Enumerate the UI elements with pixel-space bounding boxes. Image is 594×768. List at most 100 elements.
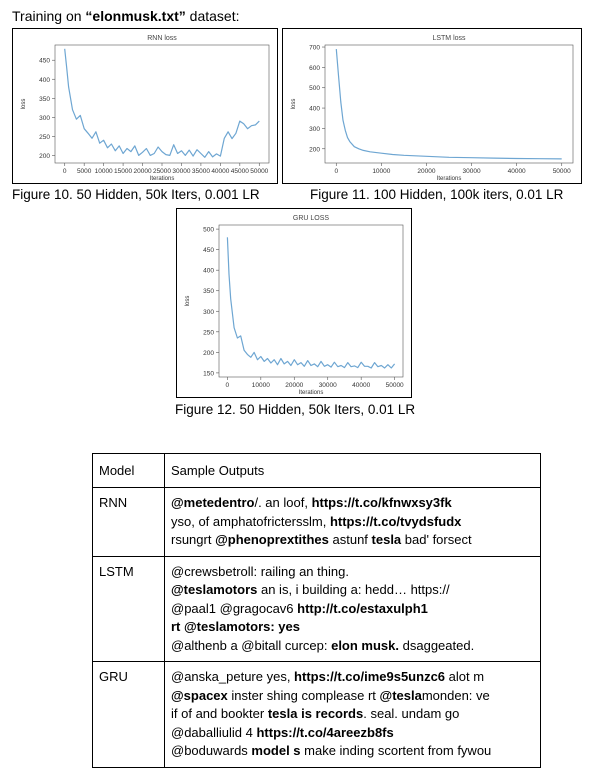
x-tick-label: 40000 (508, 168, 526, 175)
y-tick-label: 400 (39, 77, 50, 84)
y-tick-label: 700 (309, 45, 320, 52)
text-token: /. an loof, (254, 495, 312, 510)
table-header-row: Model Sample Outputs (92, 453, 541, 488)
sample-line: rsungrt @phenoprextithes astunf tesla ba… (171, 531, 534, 550)
bold-token: https://t.co/4areezb8fs (256, 724, 394, 740)
x-tick-label: 50000 (386, 382, 404, 389)
y-tick-label: 350 (203, 288, 214, 295)
bold-token: @teslamotors (171, 582, 258, 597)
text-token: make inding scortent from fywou (300, 743, 492, 758)
y-tick-label: 600 (309, 65, 320, 72)
sample-outputs-cell: @anska_peture yes, https://t.co/ime9s5un… (164, 661, 541, 768)
y-tick-label: 450 (203, 247, 214, 254)
figure-11-caption: Figure 11. 100 Hidden, 100k iters, 0.01 … (310, 187, 564, 202)
section-heading: Training on “elonmusk.txt” dataset: (12, 8, 240, 24)
table-row: RNN @metedentro/. an loof, https://t.co/k… (92, 487, 541, 557)
y-tick-label: 300 (309, 126, 320, 133)
text-token: if of and bookter (171, 706, 268, 721)
x-tick-label: 0 (334, 168, 338, 175)
bold-token: @tesla (379, 687, 422, 703)
x-tick-label: 40000 (211, 168, 229, 175)
chart-svg: GRU LOSS 150 200 250 300 350 400 450 500 0 10000 20… (185, 215, 404, 396)
y-tick-label: 200 (39, 153, 50, 160)
sample-outputs-cell: @crewsbetroll: railing an thing. @teslamo… (164, 555, 541, 662)
bold-token: https://t.co/ime9s5unzc6 (294, 669, 446, 684)
x-axis-label: Iterations (150, 176, 175, 182)
loss-series-line (226, 237, 396, 369)
chart-title: GRU LOSS (293, 215, 330, 222)
y-tick-label: 300 (203, 309, 214, 316)
sample-line: yso, of amphatofrictersslm, https://t.co… (171, 513, 534, 532)
figure-gru-loss: GRU LOSS 150 200 250 300 350 400 450 500 0 10000 20… (176, 208, 412, 398)
y-axis-label: loss (21, 99, 27, 110)
text-token: astunf (328, 532, 372, 547)
text-token: @paal1 @gragocav6 (171, 600, 298, 616)
sample-line: if of and bookter tesla is records. seal… (171, 705, 534, 724)
y-tick-label: 200 (309, 146, 320, 153)
text-token: rsungrt (171, 532, 216, 547)
x-tick-label: 30000 (172, 168, 190, 175)
y-tick-label: 150 (203, 370, 214, 377)
x-tick-label: 0 (226, 382, 230, 389)
text-token: alot m (445, 669, 485, 684)
text-token: inster shing complease rt (227, 687, 380, 703)
sample-line: @teslamotors an is, i building a: hedd… … (171, 581, 534, 600)
model-cell: GRU (92, 661, 165, 768)
x-tick-label: 10000 (372, 168, 390, 175)
model-cell: LSTM (92, 555, 165, 662)
x-tick-label: 20000 (134, 168, 152, 175)
bold-token: rt @teslamotors: yes (171, 619, 300, 634)
x-tick-label: 40000 (352, 382, 370, 389)
table-row: GRU @anska_peture yes, https://t.co/ime9s… (92, 661, 541, 768)
text-token: an is, i building a: hedd… https:// (257, 582, 450, 597)
y-axis-label: loss (185, 296, 191, 307)
bold-token: @metedentro (171, 495, 255, 510)
x-tick-label: 30000 (463, 168, 481, 175)
y-tick-label: 250 (39, 134, 50, 141)
sample-line: rt @teslamotors: yes (171, 618, 534, 637)
header-model: Model (92, 453, 165, 488)
y-tick-label: 350 (39, 96, 50, 103)
x-tick-label: 10000 (95, 168, 113, 175)
text-token: @crewsbetroll: railing an thing. (171, 563, 349, 579)
y-tick-label: 450 (39, 58, 50, 65)
bold-token: elon musk. (331, 637, 400, 653)
sample-line: @crewsbetroll: railing an thing. (171, 563, 534, 582)
sample-outputs-cell: @metedentro/. an loof, https://t.co/kfnw… (164, 487, 541, 557)
table-row: LSTM @crewsbetroll: railing an thing. @tes… (92, 555, 541, 662)
x-tick-label: 10000 (252, 382, 270, 389)
x-tick-label: 15000 (114, 168, 132, 175)
bold-token: tesla is records (267, 706, 364, 721)
y-tick-label: 400 (203, 268, 214, 275)
x-tick-label: 25000 (153, 168, 171, 175)
bold-token: model s (251, 743, 301, 758)
model-cell: RNN (92, 487, 165, 557)
chart-title: LSTM loss (432, 35, 466, 42)
text-token: dsaggeated. (399, 637, 475, 653)
text-token: @althenb a @bitall curcep: (171, 637, 332, 653)
loss-series-line (335, 49, 562, 160)
x-tick-label: 50000 (250, 168, 268, 175)
bold-token: tesla (371, 532, 402, 547)
x-tick-label: 35000 (192, 168, 210, 175)
sample-line: @daballiulid 4 https://t.co/4areezb8fs (171, 724, 534, 743)
header-sample-outputs: Sample Outputs (164, 453, 541, 488)
text-token: @boduwards (171, 743, 252, 758)
sample-line: @althenb a @bitall curcep: elon musk. ds… (171, 637, 534, 656)
figure-12-caption: Figure 12. 50 Hidden, 50k Iters, 0.01 LR (175, 402, 416, 417)
text-token: bad' forsect (401, 532, 472, 547)
sample-line: @anska_peture yes, https://t.co/ime9s5un… (171, 668, 534, 687)
x-tick-label: 50000 (553, 168, 571, 175)
y-tick-label: 200 (203, 350, 214, 357)
sample-line: @paal1 @gragocav6 http://t.co/estaxulph1 (171, 600, 534, 619)
chart-title: RNN loss (147, 35, 177, 42)
text-token: @daballiulid 4 (171, 724, 257, 740)
bold-token: http://t.co/estaxulph1 (297, 600, 428, 616)
bold-token: https://t.co/tvydsfudx (329, 513, 462, 529)
sample-line: @boduwards model s make inding scortent … (171, 742, 534, 761)
sample-outputs-table: Model Sample Outputs RNN @metedentro/. an… (92, 453, 541, 768)
x-tick-label: 5000 (77, 168, 92, 175)
sample-line: @metedentro/. an loof, https://t.co/kfnw… (171, 494, 534, 513)
figure-10-caption: Figure 10. 50 Hidden, 50k Iters, 0.001 L… (12, 187, 260, 202)
y-tick-label: 500 (203, 227, 214, 234)
